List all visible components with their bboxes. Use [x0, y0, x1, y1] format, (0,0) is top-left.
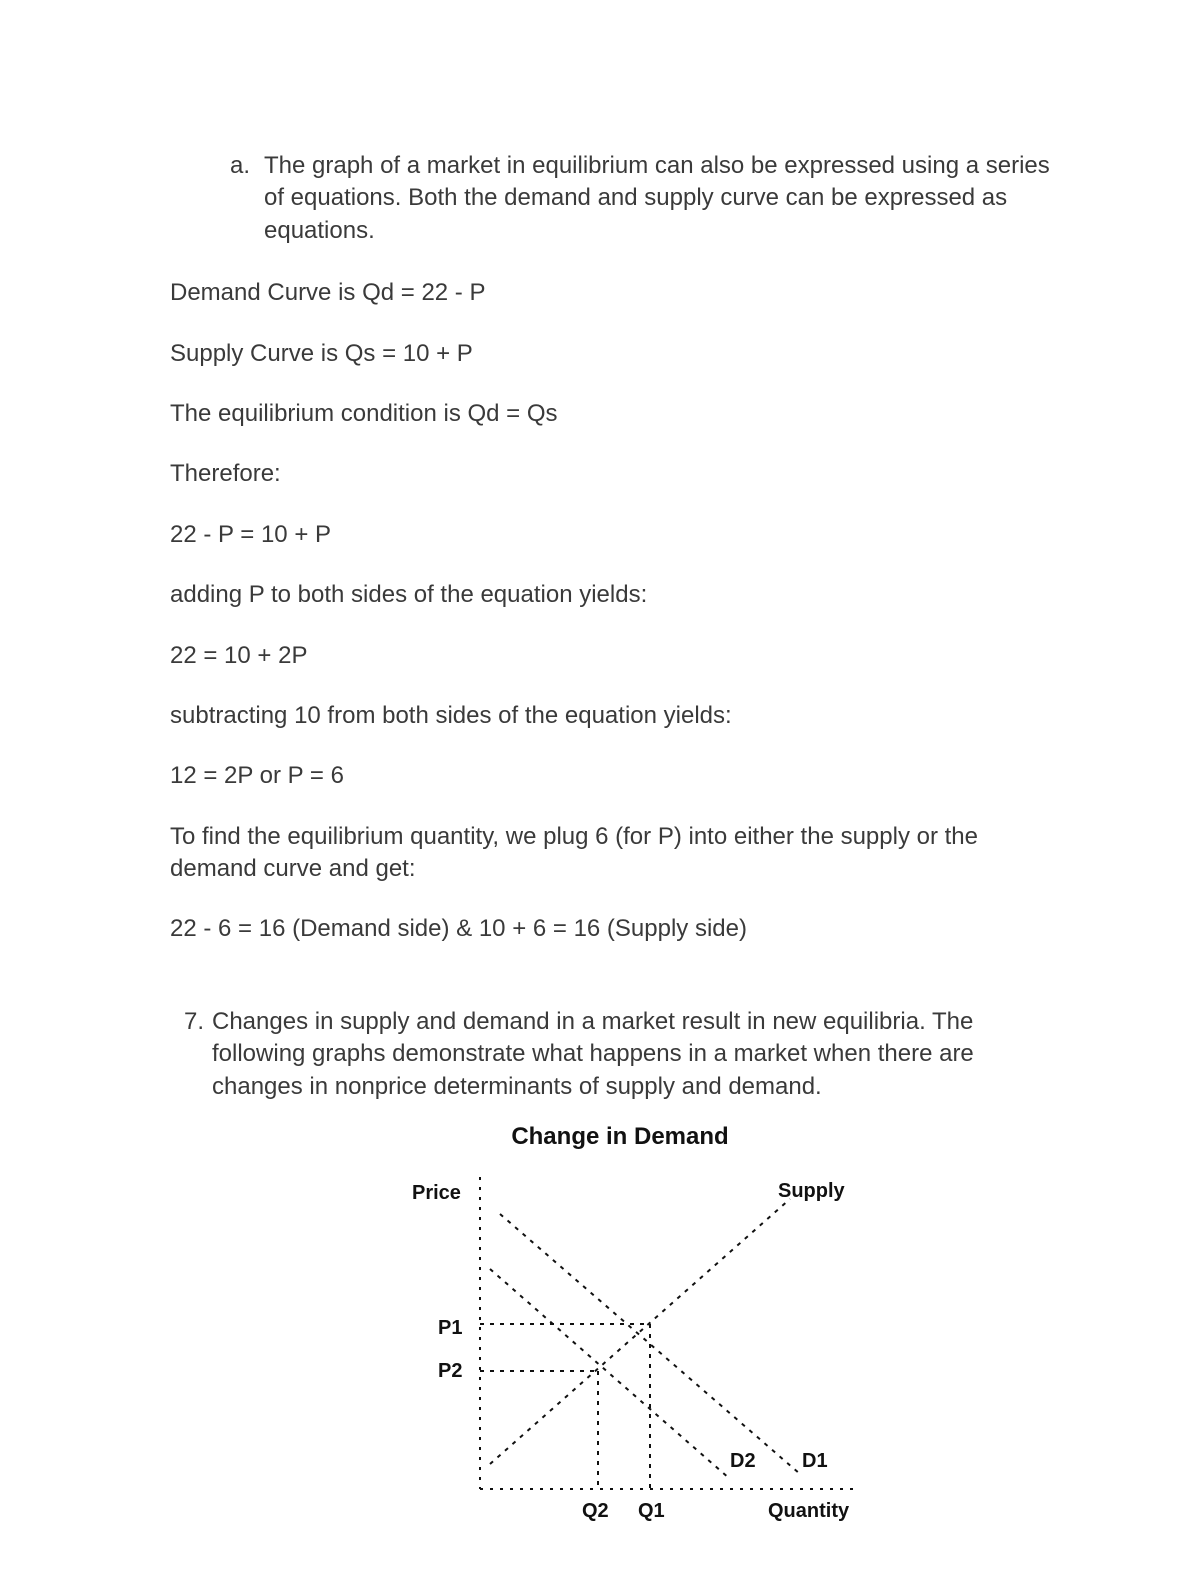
list-item-a: a. The graph of a market in equilibrium … [230, 150, 1070, 247]
paragraph: adding P to both sides of the equation y… [170, 579, 1070, 611]
list-text: The graph of a market in equilibrium can… [264, 150, 1070, 247]
paragraph: 12 = 2P or P = 6 [170, 760, 1070, 792]
list-text: Changes in supply and demand in a market… [212, 1006, 1070, 1103]
chart-block: Change in Demand Price Supply D1 D2 P1 P2 Q1 Q2… [170, 1121, 1070, 1529]
paragraph: Supply Curve is Qs = 10 + P [170, 338, 1070, 370]
list-marker: 7. [170, 1006, 212, 1103]
paragraph: The equilibrium condition is Qd = Qs [170, 398, 1070, 430]
paragraph: 22 - 6 = 16 (Demand side) & 10 + 6 = 16 … [170, 913, 1070, 945]
document-page: a. The graph of a market in equilibrium … [0, 0, 1200, 1589]
svg-text:D2: D2 [730, 1450, 756, 1472]
paragraph: To find the equilibrium quantity, we plu… [170, 821, 1070, 886]
change-in-demand-chart: Price Supply D1 D2 P1 P2 Q1 Q2 Quantity [360, 1159, 880, 1529]
list-marker: a. [230, 150, 264, 247]
list-item-7: 7. Changes in supply and demand in a mar… [170, 1006, 1070, 1103]
svg-text:D1: D1 [802, 1450, 828, 1472]
paragraph: 22 - P = 10 + P [170, 519, 1070, 551]
paragraph: 22 = 10 + 2P [170, 640, 1070, 672]
svg-text:Q2: Q2 [582, 1500, 609, 1522]
chart-title: Change in Demand [170, 1121, 1070, 1153]
paragraph: Demand Curve is Qd = 22 - P [170, 277, 1070, 309]
svg-text:P2: P2 [438, 1360, 462, 1382]
svg-text:Quantity: Quantity [768, 1500, 850, 1522]
svg-text:Q1: Q1 [638, 1500, 665, 1522]
paragraph: subtracting 10 from both sides of the eq… [170, 700, 1070, 732]
svg-text:Price: Price [412, 1182, 461, 1204]
svg-text:Supply: Supply [778, 1180, 846, 1202]
paragraph: Therefore: [170, 458, 1070, 490]
svg-text:P1: P1 [438, 1317, 462, 1339]
